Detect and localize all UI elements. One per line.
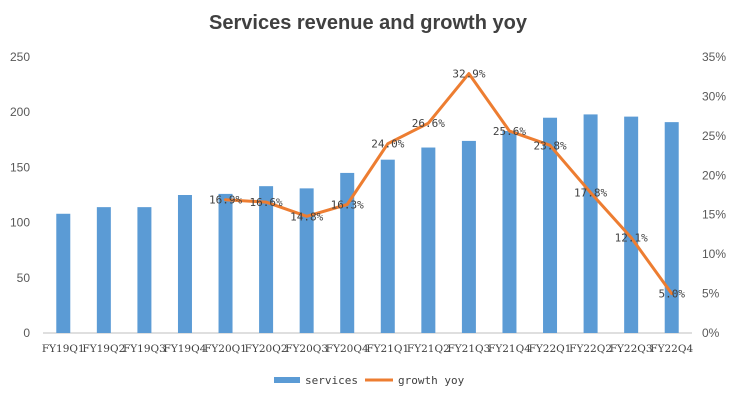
growth-data-label: 26.6% bbox=[412, 117, 445, 130]
left-tick-label: 100 bbox=[10, 216, 30, 230]
right-tick-label: 20% bbox=[702, 168, 726, 182]
right-tick-label: 15% bbox=[702, 208, 726, 222]
growth-data-label: 14.8% bbox=[290, 210, 323, 223]
growth-data-label: 16.9% bbox=[209, 194, 242, 207]
right-tick-label: 30% bbox=[702, 89, 726, 103]
x-tick-label: FY19Q3 bbox=[123, 343, 166, 355]
bar-FY19Q2 bbox=[96, 207, 111, 333]
x-tick-label: FY22Q1 bbox=[529, 343, 572, 355]
bar-FY20Q2 bbox=[259, 186, 274, 333]
legend-label-services: services bbox=[305, 374, 358, 387]
bar-FY19Q3 bbox=[137, 207, 152, 333]
right-tick-label: 0% bbox=[702, 326, 720, 340]
bar-FY21Q4 bbox=[502, 130, 517, 333]
growth-data-label: 32.9% bbox=[452, 68, 485, 81]
growth-line bbox=[224, 72, 674, 296]
bar-FY19Q1 bbox=[56, 213, 71, 333]
bar-FY22Q4 bbox=[664, 122, 679, 333]
x-tick-label: FY22Q4 bbox=[650, 343, 693, 355]
x-tick-label: FY21Q3 bbox=[447, 343, 490, 355]
x-tick-label: FY19Q4 bbox=[164, 343, 207, 355]
growth-data-label: 23.8% bbox=[533, 139, 566, 152]
x-tick-label: FY22Q2 bbox=[569, 343, 612, 355]
right-tick-label: 25% bbox=[702, 129, 726, 143]
x-tick-label: FY20Q3 bbox=[285, 343, 328, 355]
x-tick-label: FY21Q2 bbox=[407, 343, 450, 355]
legend-label-growth: growth yoy bbox=[398, 374, 465, 387]
bar-FY20Q4 bbox=[340, 172, 355, 333]
x-tick-label: FY19Q2 bbox=[82, 343, 125, 355]
right-axis: 0% 5% 10% 15% 20% 25% 30% 35% bbox=[702, 50, 726, 340]
bar-FY22Q1 bbox=[543, 117, 558, 333]
left-tick-label: 150 bbox=[10, 160, 30, 174]
bar-FY19Q4 bbox=[177, 195, 192, 333]
right-tick-label: 10% bbox=[702, 247, 726, 261]
bar-FY20Q3 bbox=[299, 188, 314, 333]
x-tick-label: FY20Q2 bbox=[245, 343, 288, 355]
services-bars bbox=[56, 114, 679, 334]
growth-data-label: 5.0% bbox=[658, 288, 685, 301]
left-tick-label: 0 bbox=[23, 326, 30, 340]
bar-FY22Q2 bbox=[583, 114, 598, 334]
left-tick-label: 50 bbox=[17, 271, 31, 285]
x-tick-label: FY21Q4 bbox=[488, 343, 531, 355]
bar-FY21Q2 bbox=[421, 147, 436, 333]
left-tick-label: 200 bbox=[10, 105, 30, 119]
x-tick-label: FY20Q4 bbox=[326, 343, 369, 355]
right-tick-label: 35% bbox=[702, 50, 726, 64]
x-tick-label: FY22Q3 bbox=[610, 343, 653, 355]
bar-FY22Q3 bbox=[624, 116, 639, 333]
bar-FY21Q1 bbox=[380, 159, 395, 333]
left-tick-label: 250 bbox=[10, 50, 30, 64]
growth-data-labels: 16.9% 16.6% 14.8% 16.3% 24.0% 26.6% 32.9% 25.6%… bbox=[209, 68, 685, 301]
growth-line-path bbox=[224, 72, 674, 296]
chart-title: Services revenue and growth yoy bbox=[209, 12, 528, 34]
growth-data-label: 24.0% bbox=[371, 138, 404, 151]
growth-data-label: 25.6% bbox=[493, 125, 526, 138]
legend: services growth yoy bbox=[274, 374, 465, 387]
growth-data-label: 16.6% bbox=[250, 196, 283, 209]
x-tick-label: FY20Q1 bbox=[204, 343, 247, 355]
x-axis-ticks: FY19Q1FY19Q2FY19Q3FY19Q4FY20Q1FY20Q2FY20… bbox=[42, 343, 694, 355]
bar-FY21Q3 bbox=[461, 140, 476, 333]
growth-data-label: 12.1% bbox=[615, 232, 648, 245]
growth-data-label: 16.3% bbox=[331, 198, 364, 211]
growth-data-label: 17.8% bbox=[574, 187, 607, 200]
legend-swatch-services bbox=[274, 377, 300, 383]
right-tick-label: 5% bbox=[702, 287, 720, 301]
x-tick-label: FY21Q1 bbox=[366, 343, 409, 355]
left-axis: 0 50 100 150 200 250 bbox=[10, 50, 30, 340]
bar-FY20Q1 bbox=[218, 193, 233, 333]
x-tick-label: FY19Q1 bbox=[42, 343, 85, 355]
